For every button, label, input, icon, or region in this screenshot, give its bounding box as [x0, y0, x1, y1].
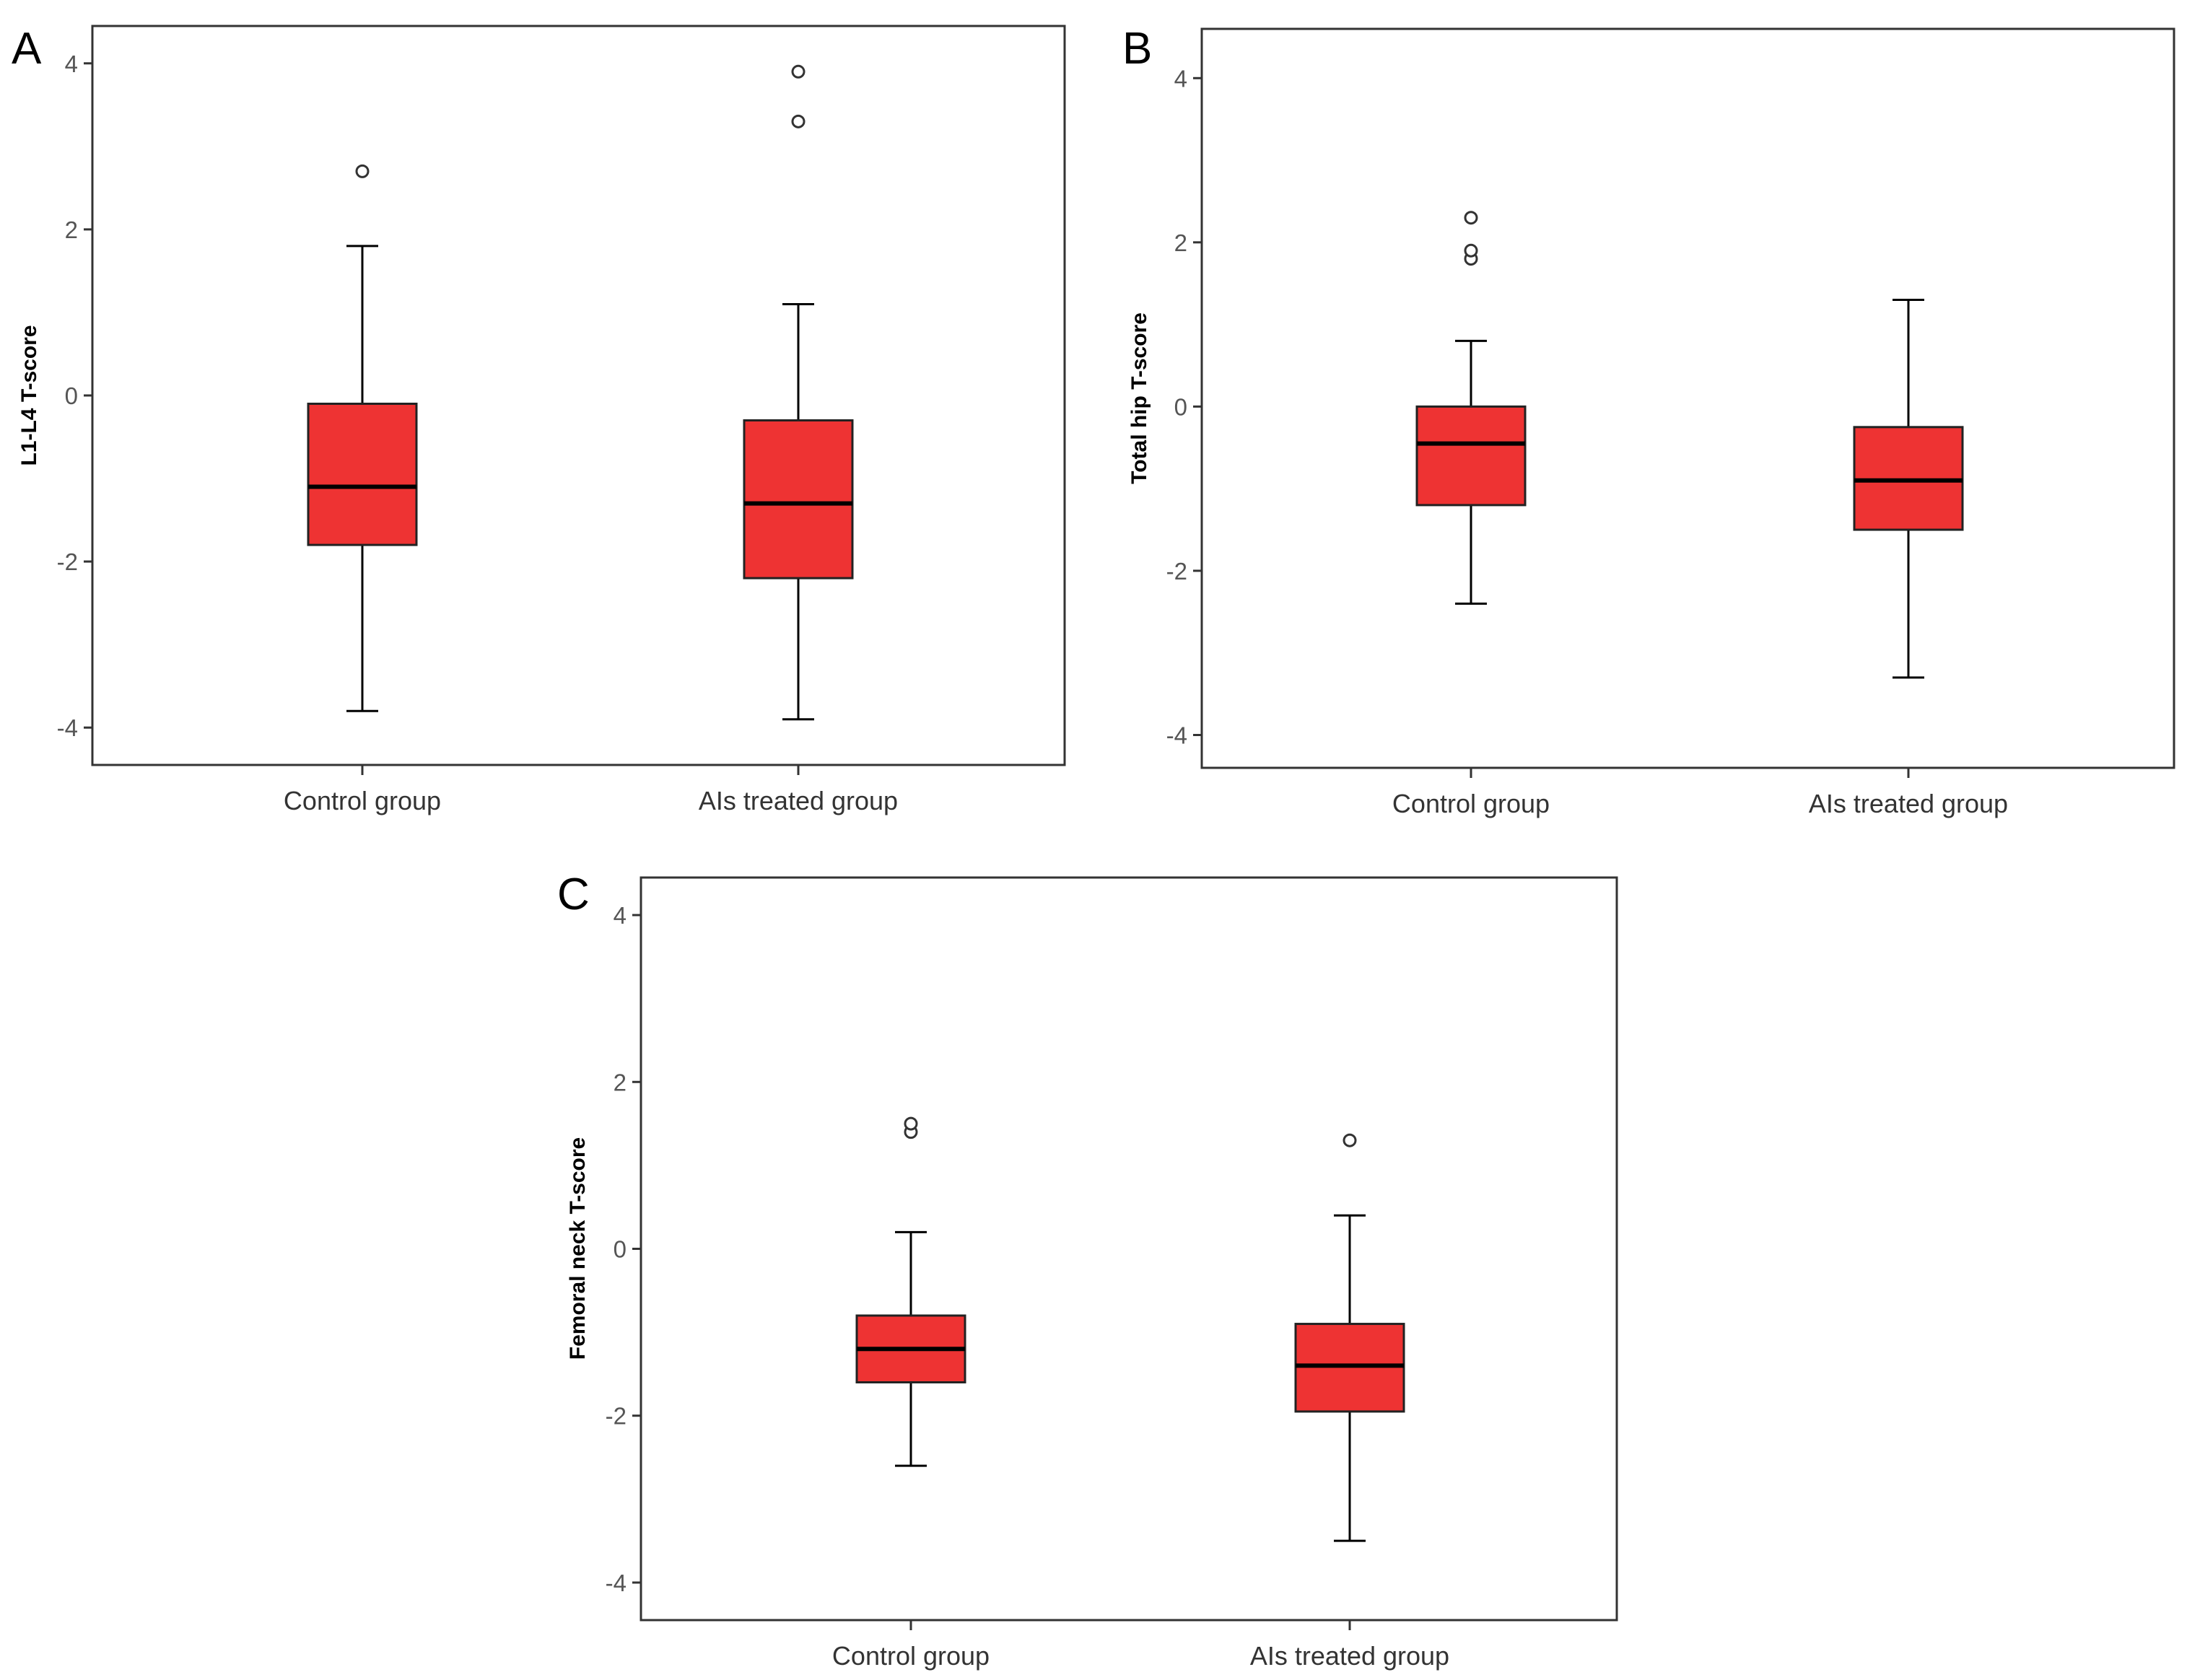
y-tick-label: 2	[614, 1069, 627, 1095]
panel-c: C Femoral neck T-score -4 -2 0 2 4 Control g…	[557, 870, 1618, 1671]
boxplots-b	[1415, 211, 1964, 679]
panel-a: A L1-L4 T-score -4 -2 0 2 4 Control group AIs…	[12, 24, 1066, 815]
y-axis-a: -4 -2 0 2 4	[57, 51, 92, 741]
outlier-point	[791, 114, 806, 128]
panel-letter-a: A	[12, 24, 42, 74]
y-axis-title-c: Femoral neck T-score	[566, 1137, 590, 1360]
boxplot	[1294, 1133, 1405, 1542]
y-tick-label: 0	[614, 1236, 627, 1263]
x-axis-c: Control group AIs treated group	[832, 1620, 1449, 1671]
x-category-label: AIs treated group	[1250, 1641, 1449, 1671]
plot-frame-b	[1200, 27, 2175, 769]
panel-letter-c: C	[557, 870, 590, 919]
y-tick-label: -4	[606, 1570, 627, 1596]
x-category-label: Control group	[284, 786, 441, 815]
y-tick-label: 4	[1174, 65, 1187, 92]
outlier-point	[1464, 211, 1478, 225]
boxplot	[855, 1116, 966, 1467]
plot-frame-c	[639, 876, 1618, 1622]
boxplot	[307, 164, 418, 712]
boxplot	[1853, 298, 1964, 679]
x-category-label: Control group	[832, 1641, 990, 1671]
iqr-box	[743, 419, 854, 579]
boxplot	[743, 64, 854, 721]
outlier-point	[904, 1116, 918, 1131]
y-axis-c: -4 -2 0 2 4	[606, 902, 641, 1596]
x-category-label: AIs treated group	[699, 786, 898, 815]
iqr-box	[1415, 405, 1527, 507]
y-tick-label: 4	[614, 902, 627, 929]
y-tick-label: 0	[1174, 393, 1187, 420]
boxplot	[1415, 211, 1527, 605]
iqr-box	[307, 403, 418, 546]
boxplots-c	[855, 1116, 1405, 1542]
outlier-point	[1464, 243, 1478, 258]
x-category-label: AIs treated group	[1809, 789, 2008, 818]
outlier-point	[355, 164, 370, 178]
boxplots-a	[307, 64, 854, 721]
x-category-label: Control group	[1392, 789, 1550, 818]
y-axis-title-b: Total hip T-score	[1127, 312, 1151, 484]
panel-b: B Total hip T-score -4 -2 0 2 4 Control grou…	[1122, 24, 2175, 818]
x-axis-a: Control group AIs treated group	[284, 765, 898, 815]
y-tick-label: 0	[65, 382, 78, 409]
y-axis-b: -4 -2 0 2 4	[1166, 65, 1202, 748]
y-tick-label: -2	[1166, 558, 1187, 585]
x-axis-b: Control group AIs treated group	[1392, 768, 2008, 818]
outlier-point	[791, 64, 806, 79]
y-axis-title-a: L1-L4 T-score	[17, 325, 41, 465]
y-tick-label: -4	[57, 714, 78, 741]
y-tick-label: -2	[606, 1403, 627, 1430]
panel-letter-b: B	[1122, 24, 1152, 74]
y-tick-label: -2	[57, 548, 78, 575]
outlier-point	[1343, 1133, 1357, 1147]
plot-frame-a	[91, 25, 1066, 766]
y-tick-label: -4	[1166, 722, 1187, 748]
y-tick-label: 2	[65, 216, 78, 243]
y-tick-label: 4	[65, 51, 78, 77]
y-tick-label: 2	[1174, 229, 1187, 256]
